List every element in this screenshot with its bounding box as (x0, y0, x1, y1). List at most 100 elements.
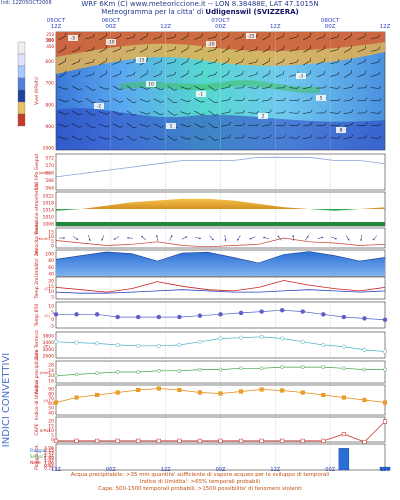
wind-arrow (304, 235, 309, 241)
wind-barb-feather (324, 85, 327, 89)
wind-barb-feather (256, 135, 259, 139)
wind-barb-feather (106, 124, 110, 128)
wind-barb-shaft (370, 99, 379, 102)
wind-barb (167, 135, 178, 141)
wind-barb-feather (201, 58, 203, 62)
wind-barb-shaft (194, 123, 202, 128)
wind-barb-feather (269, 70, 271, 74)
wind-barb (248, 85, 259, 89)
wind-barb (343, 109, 354, 114)
data-point (382, 400, 388, 405)
wind-barb (194, 33, 203, 40)
wind-barb-shaft (140, 73, 148, 78)
wind-barb (208, 135, 218, 141)
wind-barb-shaft (112, 36, 121, 40)
wind-barb-feather (242, 122, 245, 126)
y-tick-label: 40 (48, 272, 54, 278)
wind-barb-shaft (153, 110, 161, 116)
wind-barb-feather (364, 58, 367, 62)
wind-barb-feather (351, 84, 354, 88)
wind-barb-shaft (316, 73, 325, 78)
wind-arrow (195, 237, 201, 240)
y-tick-label: 20 (48, 373, 54, 379)
y-tick-label: 15 (48, 230, 54, 236)
wind-barb (262, 84, 272, 89)
wind-barb (194, 85, 205, 91)
wind-barb-shaft (289, 124, 298, 127)
wind-barb-shaft (357, 61, 366, 65)
wind-barb-feather (323, 45, 326, 50)
wind-barb (275, 122, 286, 126)
time-label-bottom-hour: 12Z (380, 467, 390, 473)
wind-barb (98, 136, 110, 140)
wind-barb-shaft (71, 135, 80, 141)
wind-barb (153, 98, 164, 103)
wind-barb (85, 71, 95, 77)
wind-barb-feather (201, 100, 205, 103)
y-tick-label: 15 (48, 423, 54, 429)
wind-arrow (372, 235, 377, 241)
wind-barb-shaft (207, 74, 216, 77)
wind-barb-feather (119, 33, 122, 37)
wind-barb-feather (214, 114, 218, 116)
wind-barb (58, 86, 69, 90)
wind-barb-feather (310, 45, 311, 49)
wind-barb-shaft (139, 86, 148, 90)
wind-barb-feather (65, 124, 69, 128)
wind-barb-feather (323, 58, 326, 62)
wind-barb-shaft (370, 36, 379, 40)
wind-barb-shaft (344, 35, 352, 41)
wind-arrow (277, 235, 282, 241)
wind-barb-feather (65, 99, 69, 103)
data-point (156, 343, 161, 348)
wind-barb-shaft (316, 36, 325, 40)
colour-scale-swatch (17, 101, 26, 115)
wind-barb-feather (283, 110, 286, 114)
legend-entry: Scrosci (30, 454, 45, 459)
y-axis-unit: (dam) (39, 170, 51, 175)
wind-barb (180, 98, 192, 103)
wind-barb-feather (296, 46, 299, 50)
y-tick-label: 1018 (43, 201, 55, 207)
wind-barb (208, 85, 218, 91)
wind-barb (262, 70, 271, 78)
wind-barb-feather (174, 46, 177, 50)
y-tick-label: 0 (51, 438, 54, 444)
wind-barb-shaft (248, 112, 257, 114)
wind-barb (85, 59, 95, 65)
wind-barb-shaft (234, 36, 243, 40)
data-point (382, 349, 388, 354)
y-tick-label: 900 (45, 124, 54, 130)
wind-barb-shaft (126, 49, 134, 52)
wind-barb (112, 98, 123, 103)
annotation-label: -20 (207, 42, 214, 48)
y-axis-unit: (m) (43, 343, 50, 348)
data-point (382, 419, 388, 424)
wind-barb-feather (337, 71, 340, 75)
wind-barb-feather (364, 45, 367, 50)
data-point (136, 343, 141, 348)
wind-barb-feather (133, 101, 137, 104)
wind-barb-shaft (85, 61, 94, 65)
y-axis-label: Vvel (hPa/h) (34, 77, 40, 105)
wind-barb-shaft (153, 135, 161, 141)
wind-barb (234, 33, 244, 40)
wind-barb-shaft (126, 74, 134, 77)
wind-barb (329, 98, 341, 102)
wind-barb (180, 70, 189, 78)
wind-barb-feather (106, 112, 110, 115)
y-axis-label: Indice di Umidita' (34, 380, 40, 420)
wind-barb-shaft (289, 99, 298, 102)
wind-barb-feather (310, 57, 311, 62)
wind-barb-feather (147, 112, 151, 115)
y-tick-label: 3.15 (44, 448, 54, 454)
wind-barb (370, 71, 381, 77)
wind-barb-shaft (289, 87, 298, 89)
series-line (55, 289, 386, 294)
wind-arrow-head (211, 238, 214, 241)
wind-arrow (88, 235, 91, 241)
wind-barb (221, 109, 231, 114)
wind-barb (112, 70, 122, 78)
wind-barb-shaft (344, 48, 352, 53)
wind-barb (316, 110, 327, 114)
